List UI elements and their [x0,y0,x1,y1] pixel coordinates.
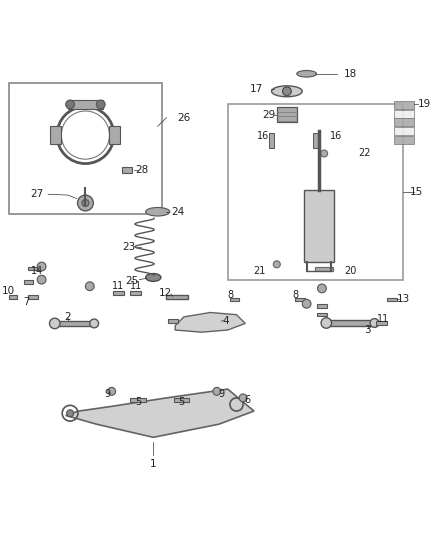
Bar [131,291,141,295]
Bar [110,126,120,144]
Circle shape [321,150,328,157]
Text: 14: 14 [31,266,43,276]
Bar [228,104,403,280]
Polygon shape [175,312,245,332]
Text: 1: 1 [150,458,157,469]
Bar [68,100,103,109]
Bar [28,267,38,270]
Bar [24,280,33,284]
Bar [317,304,327,308]
Text: 8: 8 [227,290,233,300]
Bar [295,297,305,301]
Bar [50,126,61,144]
Text: 7: 7 [23,296,29,306]
Bar [387,297,397,301]
Text: 9: 9 [104,389,110,399]
Circle shape [85,282,94,290]
Circle shape [321,318,332,328]
Bar [277,107,297,122]
Text: 13: 13 [396,294,410,304]
Bar [315,266,333,271]
Circle shape [90,319,99,328]
Circle shape [67,410,74,417]
Bar [394,118,414,126]
Circle shape [283,87,291,96]
Circle shape [82,199,89,206]
Text: 8: 8 [293,290,299,300]
Ellipse shape [145,273,161,281]
Text: 6: 6 [244,395,251,405]
Text: 28: 28 [136,165,149,175]
Text: 11: 11 [377,314,389,324]
Bar [28,295,38,299]
Circle shape [37,262,46,271]
Text: 15: 15 [410,187,423,197]
Text: 21: 21 [253,266,265,276]
Text: 23: 23 [123,242,136,252]
Bar [313,133,318,148]
Bar [121,167,132,173]
Text: 18: 18 [344,69,357,79]
Circle shape [239,394,247,402]
Circle shape [370,319,379,327]
Circle shape [273,261,280,268]
Circle shape [49,318,60,329]
Text: 11: 11 [130,281,142,291]
Bar [230,297,239,301]
Bar [9,83,162,214]
Text: 26: 26 [177,112,191,123]
Text: 27: 27 [31,189,44,199]
Bar [324,320,377,326]
Text: 5: 5 [179,397,185,407]
Ellipse shape [272,86,302,97]
Bar [304,190,334,262]
Text: 11: 11 [112,281,124,291]
Text: 16: 16 [257,131,269,141]
Text: 16: 16 [330,131,343,141]
Circle shape [78,195,93,211]
Text: 9: 9 [218,389,224,399]
Text: 17: 17 [250,84,263,94]
Ellipse shape [297,70,316,77]
Ellipse shape [145,207,170,216]
Bar [9,295,17,299]
Text: 4: 4 [222,316,229,326]
Bar [53,321,96,326]
Bar [113,291,124,295]
Bar [394,136,414,144]
Bar [269,133,274,148]
Text: 25: 25 [125,276,138,286]
Bar [174,398,189,402]
Text: 2: 2 [64,312,71,322]
Bar [168,319,178,323]
Text: 22: 22 [358,149,371,158]
Text: 5: 5 [135,397,141,407]
Text: 24: 24 [171,207,184,217]
Text: 10: 10 [2,286,15,296]
Circle shape [37,275,46,284]
Bar [394,127,414,135]
Text: 19: 19 [418,100,431,109]
Text: 29: 29 [263,110,276,120]
Circle shape [302,300,311,308]
Circle shape [213,387,221,395]
Circle shape [96,100,105,109]
Text: 12: 12 [159,288,172,298]
Bar [394,110,414,118]
Bar [317,313,327,317]
Bar [131,398,145,402]
Circle shape [318,284,326,293]
Bar [376,321,387,326]
Text: 3: 3 [364,325,371,335]
Polygon shape [66,389,254,437]
Circle shape [108,387,116,395]
Circle shape [66,100,74,109]
Bar [394,101,414,109]
Bar [166,295,188,300]
Text: 20: 20 [344,266,357,276]
